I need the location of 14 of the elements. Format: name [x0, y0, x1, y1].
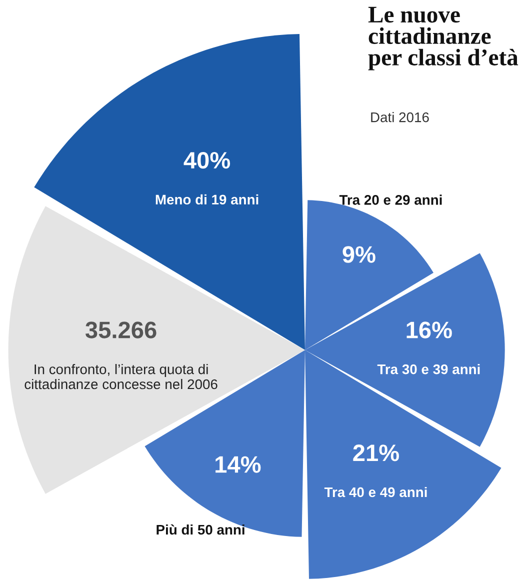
data-label: 21% [353, 444, 399, 462]
category-label: Tra 30 e 39 anni [377, 364, 480, 374]
category-label: Più di 50 anni [156, 524, 244, 535]
category-label: Meno di 19 anni [156, 194, 258, 205]
data-label: 40% [184, 152, 230, 169]
data-label: 16% [406, 322, 452, 338]
text: Dati 2016 [371, 112, 429, 122]
data-label: 14% [216, 456, 261, 473]
category-label: Tra 40 e 49 anni [324, 486, 427, 498]
data-label: 9% [342, 246, 376, 263]
data-label: 35.266 [85, 322, 156, 338]
text: Le nuove cittadinanze per classi d’età [368, 6, 518, 70]
category-label: In confronto, l’intera quota di cittadinanze concesse nel 2006 [24, 364, 218, 390]
category-label: Tra 20 e 29 anni [339, 194, 442, 205]
